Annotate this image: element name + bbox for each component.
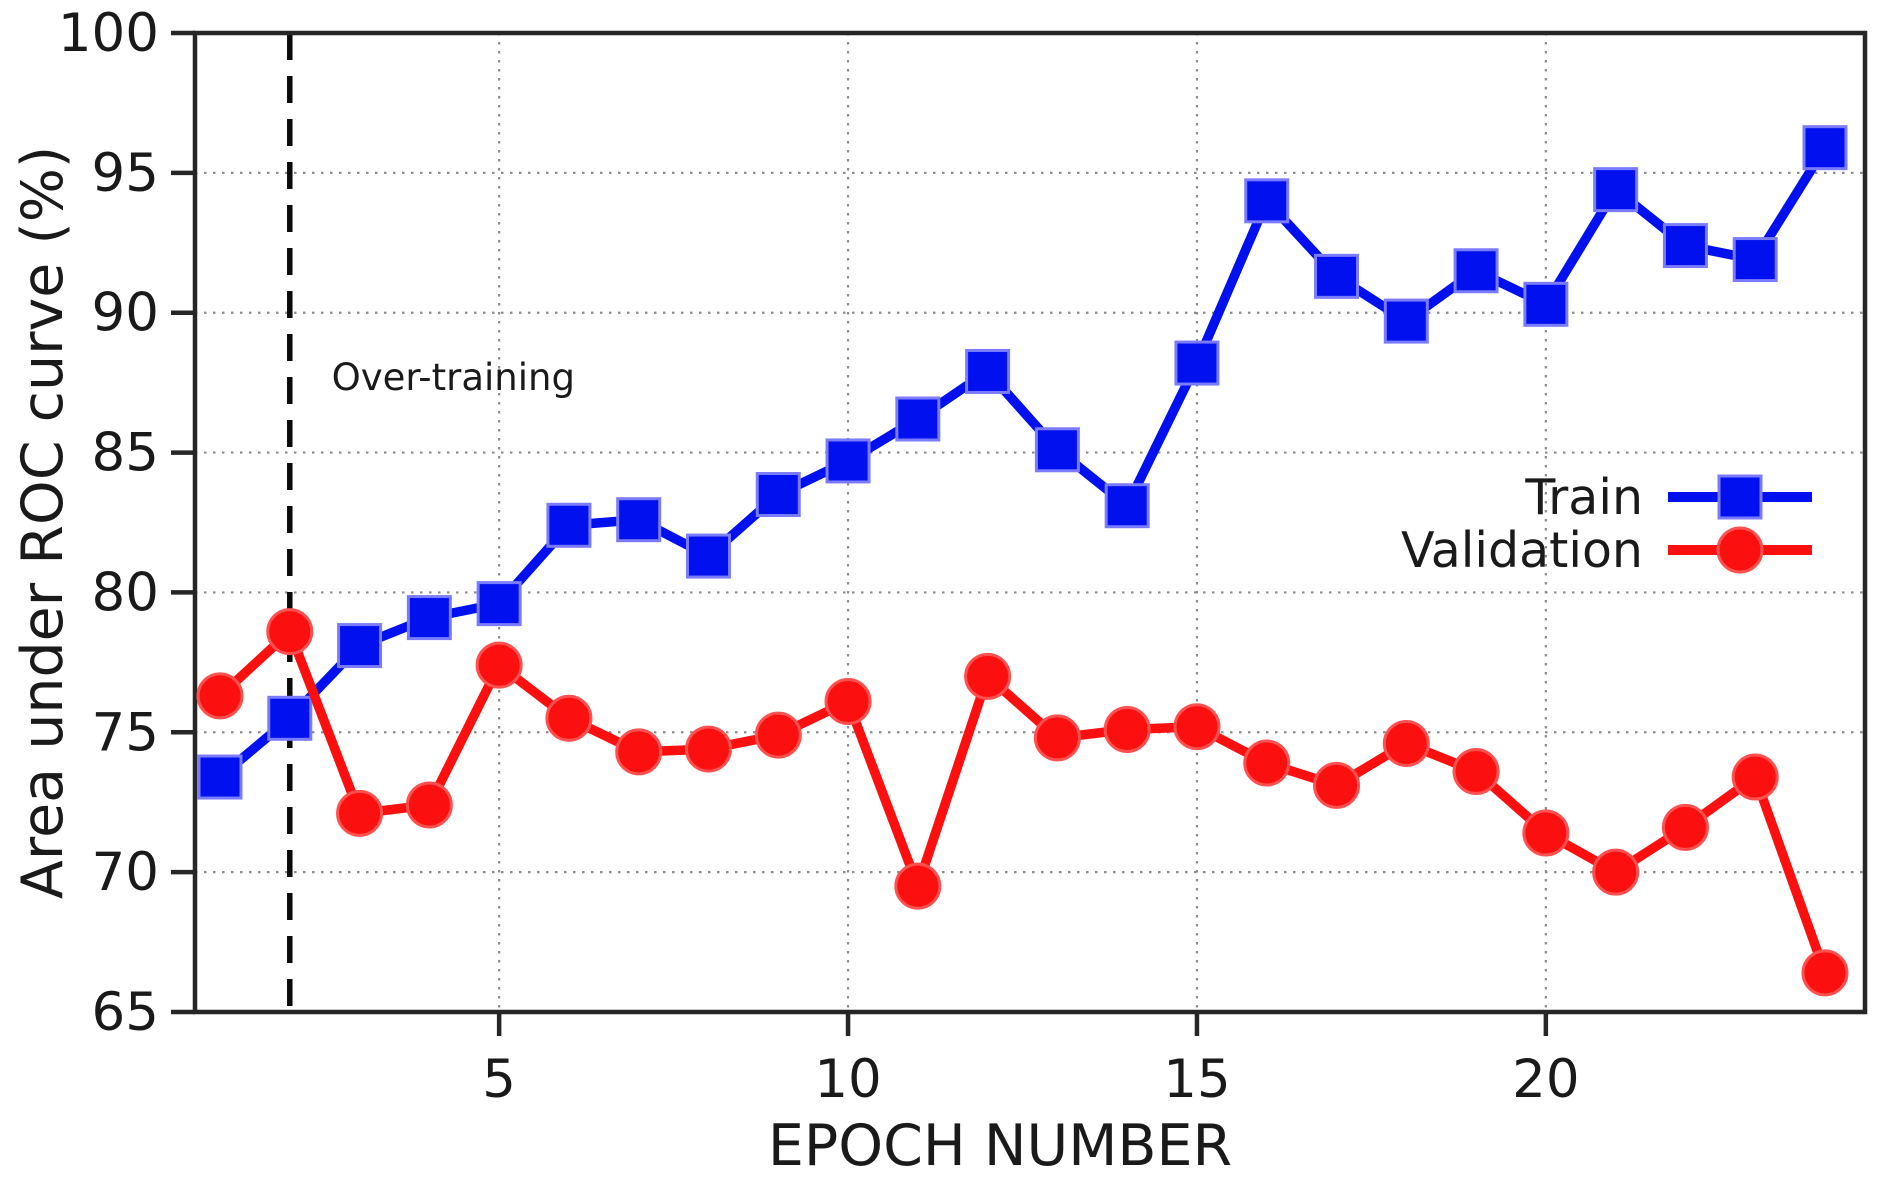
y-tick-label: 80	[92, 562, 159, 623]
train-point	[1802, 125, 1848, 171]
y-tick-label: 70	[92, 842, 159, 903]
train-point	[546, 502, 592, 548]
validation-point	[336, 789, 384, 837]
y-tick-label: 95	[92, 143, 159, 204]
validation-point	[1173, 703, 1221, 751]
y-axis: 65 70 75 80 85 90 95 100	[58, 3, 195, 1043]
validation-point	[266, 608, 314, 656]
y-tick-label: 85	[92, 423, 159, 484]
validation-point	[754, 711, 802, 759]
validation-point	[196, 672, 244, 720]
legend-label-validation: Validation	[1401, 522, 1643, 579]
overtraining-annotation: Over-training	[332, 356, 575, 399]
axes-frame	[192, 30, 1868, 1015]
validation-point	[1452, 747, 1500, 795]
validation-point	[545, 694, 593, 742]
train-series	[197, 125, 1848, 800]
train-point	[1383, 298, 1429, 344]
validation-point	[475, 641, 523, 689]
x-tick-label: 5	[482, 1049, 516, 1110]
validation-point	[1592, 848, 1640, 896]
train-point	[1453, 248, 1499, 294]
train-point	[267, 695, 313, 741]
train-point	[1732, 237, 1778, 283]
gridlines	[195, 33, 1865, 1012]
y-tick-label: 100	[58, 3, 159, 64]
validation-point	[964, 652, 1012, 700]
validation-point	[1313, 761, 1361, 809]
train-point	[1593, 167, 1639, 213]
validation-point	[1103, 705, 1151, 753]
x-tick-label: 20	[1512, 1049, 1579, 1110]
train-point	[755, 472, 801, 518]
validation-point	[1243, 739, 1291, 787]
validation-series	[196, 608, 1849, 997]
validation-point	[1731, 753, 1779, 801]
train-point	[197, 754, 243, 800]
validation-point	[1382, 719, 1430, 767]
validation-point	[1801, 949, 1849, 997]
x-tick-label: 10	[814, 1049, 881, 1110]
train-point	[337, 623, 383, 669]
y-tick-label: 90	[92, 283, 159, 344]
train-point	[1034, 427, 1080, 473]
y-axis-title: Area under ROC curve (%)	[10, 146, 76, 899]
y-tick-label: 65	[92, 982, 159, 1043]
validation-point	[824, 678, 872, 726]
train-point	[616, 497, 662, 543]
train-point	[1104, 483, 1150, 529]
train-point	[1174, 340, 1220, 386]
y-tick-label: 75	[92, 702, 159, 763]
train-point	[825, 438, 871, 484]
train-point	[1314, 253, 1360, 299]
validation-point	[1033, 714, 1081, 762]
train-point	[476, 581, 522, 627]
legend-marker-validation	[1716, 526, 1764, 574]
x-axis: 5 10 15 20	[482, 1012, 1580, 1110]
legend-label-train: Train	[1524, 469, 1643, 526]
validation-point	[1522, 809, 1570, 857]
legend-marker-train	[1717, 474, 1763, 520]
validation-point	[615, 728, 663, 776]
validation-point	[1661, 803, 1709, 851]
train-point	[895, 396, 941, 442]
x-tick-label: 15	[1163, 1049, 1230, 1110]
train-point	[1523, 281, 1569, 327]
train-point	[406, 595, 452, 641]
validation-point	[894, 862, 942, 910]
x-axis-title: EPOCH NUMBER	[768, 1113, 1232, 1179]
train-point	[685, 533, 731, 579]
train-point	[1662, 223, 1708, 269]
validation-point	[405, 781, 453, 829]
validation-point	[684, 725, 732, 773]
train-point	[1244, 178, 1290, 224]
train-point	[965, 348, 1011, 394]
